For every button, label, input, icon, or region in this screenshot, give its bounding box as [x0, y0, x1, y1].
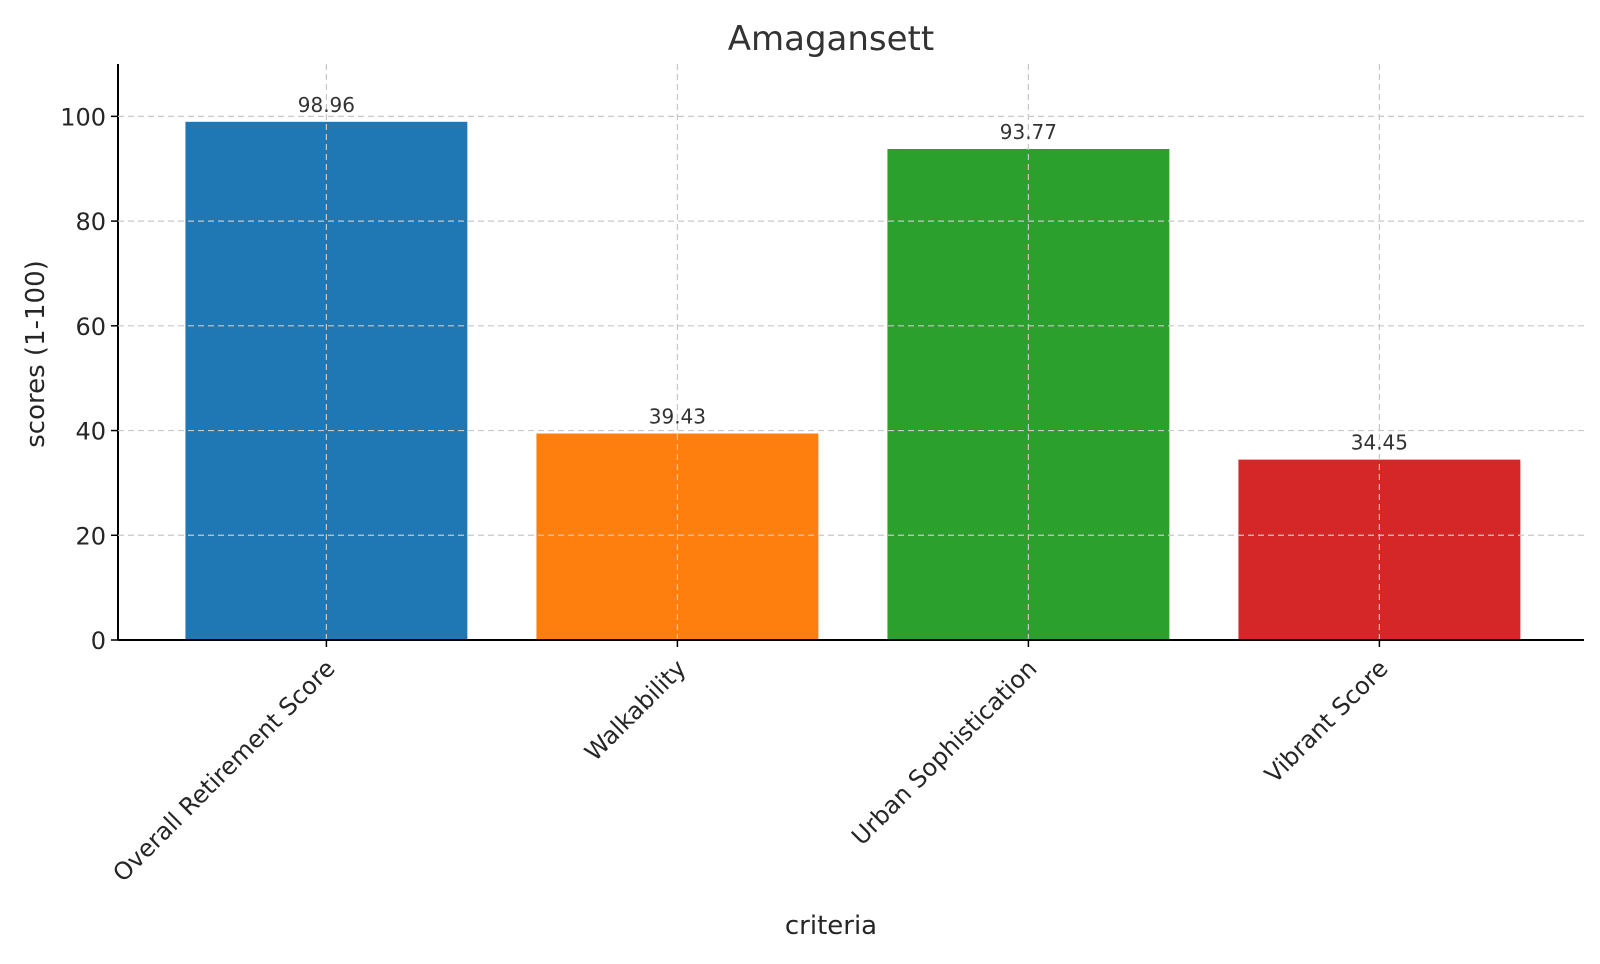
bar-value-label-2: 39.43	[649, 405, 706, 429]
axes	[111, 64, 1584, 647]
x-tick-label-4: Vibrant Score	[1259, 654, 1393, 788]
y-tick-label-0: 0	[91, 627, 106, 655]
x-tick-label-2: Walkability	[579, 654, 691, 766]
x-tick-label-1: Overall Retirement Score	[107, 654, 340, 887]
y-axis-label: scores (1-100)	[21, 260, 51, 448]
x-gridlines	[325, 64, 1380, 640]
bar-value-label-4: 34.45	[1351, 431, 1408, 455]
bar-value-label-1: 98.96	[298, 93, 355, 117]
bar-value-label-3: 93.77	[1000, 120, 1057, 144]
y-tick-label-3: 60	[75, 313, 106, 341]
bars	[185, 121, 1521, 641]
x-axis-label: criteria	[785, 911, 877, 941]
y-tick-label-5: 100	[60, 103, 106, 131]
y-tick-label-4: 80	[75, 208, 106, 236]
x-tick-label-3: Urban Sophistication	[846, 654, 1042, 850]
y-tick-label-1: 20	[75, 522, 106, 550]
chart-title: Amagansett	[728, 19, 934, 59]
y-tick-label-2: 40	[75, 418, 106, 446]
